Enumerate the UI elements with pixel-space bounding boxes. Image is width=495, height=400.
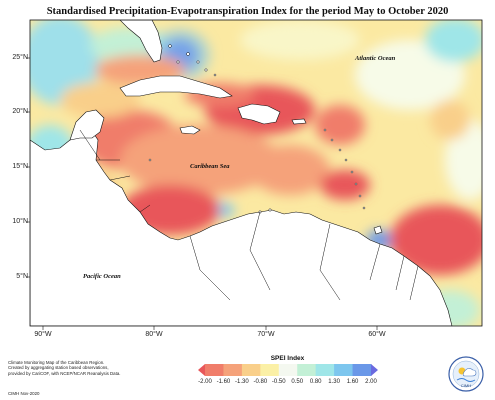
legend-swatch	[297, 364, 317, 376]
lat-label-15n: 15°N	[12, 163, 28, 170]
legend-tick-label: 1.60	[346, 379, 359, 385]
legend-tick-label: 2.00	[365, 379, 377, 385]
pacific-ocean-label: Pacific Ocean	[83, 273, 121, 280]
trinidad-land	[373, 225, 383, 235]
map-title: Standardised Precipitation-Evapotranspir…	[46, 6, 449, 17]
hispaniola-land	[237, 103, 281, 125]
cuba-land	[119, 75, 233, 99]
lat-label-10n: 10°N	[12, 218, 28, 225]
legend-swatch	[223, 364, 243, 376]
map-frame	[29, 19, 483, 327]
small-islands	[148, 44, 366, 214]
legend-tick-label: 0.80	[309, 379, 322, 385]
lon-label-70w: 70°W	[257, 331, 275, 338]
legend-swatch	[278, 364, 298, 376]
legend-tick-label: -1.30	[235, 379, 249, 385]
lon-label-80w: 80°W	[145, 331, 163, 338]
logo-text: CIMH	[461, 383, 471, 388]
caribbean-sea-label: Caribbean Sea	[190, 163, 230, 170]
footer-note: Climate Monitoring Map of the Caribbean …	[8, 360, 128, 376]
legend-ticks: -2.00 -1.60 -1.30 -0.80 -0.50 0.50 0.80 1.30 1.6…	[198, 379, 378, 389]
borders	[79, 129, 419, 301]
legend-swatch	[241, 364, 261, 376]
jamaica-land	[179, 125, 201, 135]
footer-credit: CIMH Nov-2020	[8, 391, 40, 396]
landmasses	[30, 20, 453, 326]
legend-tick-label: -1.60	[216, 379, 231, 385]
legend-tick-label: -0.50	[271, 379, 286, 385]
lon-label-60w: 60°W	[368, 331, 386, 338]
legend-swatch	[371, 364, 378, 376]
legend-swatch	[352, 364, 372, 376]
lon-label-90w: 90°W	[34, 331, 52, 338]
legend-title: SPEI Index	[270, 355, 305, 362]
legend-swatch	[205, 364, 224, 376]
lat-label-5n: 5°N	[16, 273, 28, 280]
legend-tick-label: -0.80	[253, 379, 268, 385]
yucatan-land	[69, 109, 105, 141]
legend-swatch	[260, 364, 280, 376]
florida-land	[119, 20, 163, 63]
axis-ticks	[26, 57, 378, 330]
footer-note-line: Created by aggregating station based obs…	[8, 365, 109, 371]
legend-tick-label: 1.30	[328, 379, 340, 385]
atlantic-ocean-label: Atlantic Ocean	[355, 55, 396, 62]
legend-swatch	[198, 364, 205, 376]
lat-label-20n: 20°N	[12, 108, 28, 115]
puerto-rico-land	[291, 118, 307, 125]
legend-tick-label: -2.00	[198, 379, 212, 385]
footer-note-line: Climate Monitoring Map of the Caribbean …	[8, 360, 105, 365]
legend-colorbar	[198, 364, 378, 376]
legend-swatch	[315, 364, 335, 376]
cimh-logo: CIMH	[448, 356, 484, 392]
legend-tick-label: 0.50	[291, 379, 304, 385]
legend-swatch	[334, 364, 354, 376]
lat-label-25n: 25°N	[12, 54, 28, 61]
footer-note-line: provided by CariCOF, with NCEP/NCAR Rean…	[8, 370, 121, 376]
